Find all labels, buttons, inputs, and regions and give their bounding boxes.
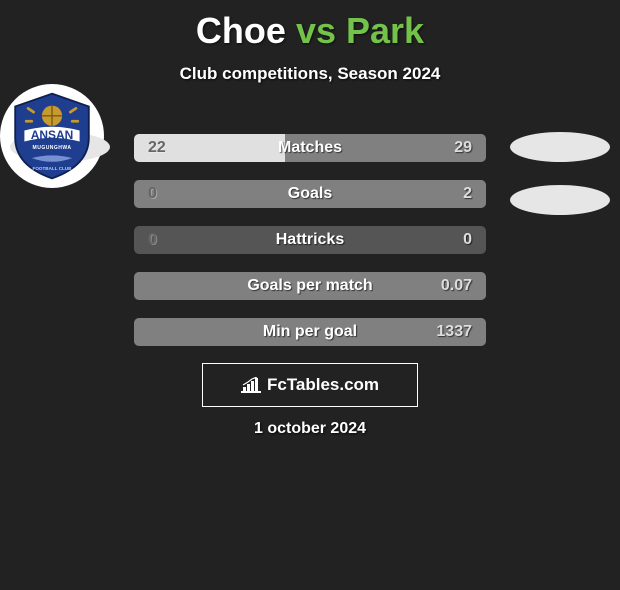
- player2-club-logo: [510, 185, 610, 215]
- stat-label: Hattricks: [134, 226, 486, 254]
- stat-value-right: 0.07: [441, 272, 472, 300]
- date-text: 1 october 2024: [0, 420, 620, 438]
- stat-row-matches: 22 Matches 29: [134, 134, 486, 162]
- stat-row-hattricks: 0 Hattricks 0: [134, 226, 486, 254]
- player2-avatar: [510, 132, 610, 162]
- stats-container: 22 Matches 29 0 Goals 2 0 Hattricks 0 Go…: [134, 134, 486, 364]
- stat-value-right: 0: [463, 226, 472, 254]
- title-vs: vs: [296, 10, 336, 51]
- stat-label: Min per goal: [134, 318, 486, 346]
- brand-text: FcTables.com: [267, 375, 379, 395]
- stat-row-goals-per-match: Goals per match 0.07: [134, 272, 486, 300]
- subtitle: Club competitions, Season 2024: [0, 64, 620, 84]
- stat-value-right: 2: [463, 180, 472, 208]
- stat-value-right: 29: [454, 134, 472, 162]
- stat-label: Matches: [134, 134, 486, 162]
- title-player2: Park: [346, 10, 424, 51]
- ansan-club-crest: ANSAN MUGUNGHWA FOOTBALL CLUB: [6, 90, 98, 182]
- stat-value-right: 1337: [436, 318, 472, 346]
- stat-row-min-per-goal: Min per goal 1337: [134, 318, 486, 346]
- stat-label: Goals per match: [134, 272, 486, 300]
- club-name-text: ANSAN: [31, 128, 74, 142]
- title-player1: Choe: [196, 10, 286, 51]
- chart-icon: [241, 377, 261, 393]
- player1-club-logo: ANSAN MUGUNGHWA FOOTBALL CLUB: [0, 84, 104, 188]
- club-footer-text: FOOTBALL CLUB: [33, 166, 73, 171]
- page-title: Choe vs Park: [0, 10, 620, 52]
- stat-label: Goals: [134, 180, 486, 208]
- club-sub-text: MUGUNGHWA: [33, 145, 72, 151]
- stat-row-goals: 0 Goals 2: [134, 180, 486, 208]
- brand-box[interactable]: FcTables.com: [202, 363, 418, 407]
